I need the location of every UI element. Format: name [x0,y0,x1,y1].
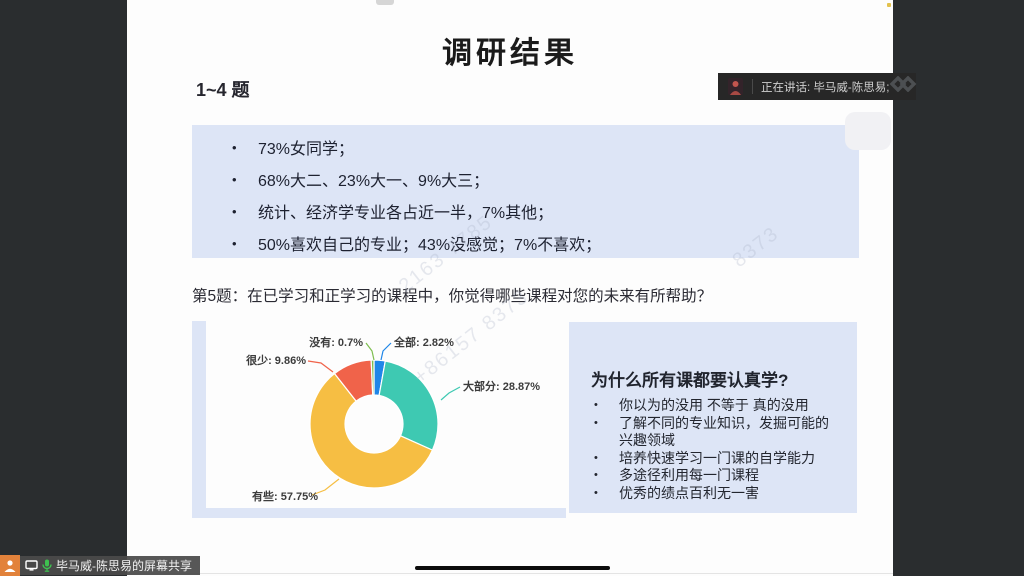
summary-bullet-item-label: 50%喜欢自己的专业；43%没感觉；7%不喜欢； [258,237,602,254]
summary-bullet-item-label: 统计、经济学专业各占近一半，7%其他； [258,205,554,222]
reasons-bullet-item-label: 了解不同的专业知识，发掘可能的兴趣领域 [619,414,829,449]
summary-bullet-item: • 68%大二、23%大一、9%大三； [232,163,859,195]
reasons-bullet-item: • 你以为的没用 不等于 真的没用 [591,397,857,415]
mic-icon [42,559,52,572]
donut-segment-大部分 [378,360,439,451]
donut-segment-有些 [309,372,434,489]
bullet-dot: • [232,203,237,219]
slide-bottom-divider [127,573,893,574]
reasons-bullet-item-label: 你以为的没用 不等于 真的没用 [619,397,809,413]
bullet-dot: • [594,416,598,429]
bullet-dot: • [594,399,598,411]
yellow-dot-indicator [887,3,891,7]
bullet-dot: • [232,235,237,251]
bullet-dot: • [594,451,598,464]
monitor-icon [25,560,38,571]
leader-line-很少 [307,360,334,373]
summary-box: • 73%女同学； • 68%大二、23%大一、9%大三； • 统计、经济学专业各占近一半… [192,125,859,258]
summary-bullet-item: • 73%女同学； [232,131,859,163]
page-title: 调研结果 [442,37,578,70]
donut-label-很少: 很少: 9.86% [245,353,306,367]
floating-control-panel[interactable] [845,112,891,150]
leader-line-有些 [311,478,340,496]
share-label-bar: 毕马威-陈思易的屏幕共享 [20,556,200,575]
reasons-bullet-item-label: 多途径利用每一门课程 [619,467,759,483]
reasons-bullet-item: • 多途径利用每一门课程 [591,467,857,485]
reasons-bullet-list: • 你以为的没用 不等于 真的没用 • 了解不同的专业知识，发掘可能的兴趣领域 • 培养快… [591,397,857,502]
reasons-title: 为什么所有课都要认真学? [591,371,789,390]
summary-bullet-item: • 50%喜欢自己的专业；43%没感觉；7%不喜欢； [232,227,859,259]
leader-line-全部 [380,342,392,361]
bullet-dot: • [232,171,237,187]
donut-label-没有: 没有: 0.7% [309,335,363,349]
reasons-bullet-item-label: 培养快速学习一门课的自学能力 [619,449,815,466]
donut-label-有些: 有些: 57.75% [252,489,318,503]
reasons-box: 为什么所有课都要认真学? • 你以为的没用 不等于 真的没用 • 了解不同的专业知识，… [569,322,857,513]
meeting-logo-icon [889,75,919,97]
presenter-icon [0,555,20,576]
banner-divider [752,79,753,94]
donut-segment-没有 [370,359,375,396]
bullet-dot: • [594,469,598,481]
bullet-dot: • [232,139,237,155]
reasons-bullet-item: • 了解不同的专业知识，发掘可能的兴趣领域 [591,415,857,450]
summary-bullet-list: • 73%女同学； • 68%大二、23%大一、9%大三； • 统计、经济学专业各占近一半… [192,125,859,259]
speaking-label: 正在讲话: 毕马威-陈思易; [761,81,890,94]
speaker-avatar [728,78,743,95]
question-text: 第5题：在已学习和正学习的课程中，你觉得哪些课程对您的未来有所帮助？ [192,288,713,305]
donut-chart-svg: 全部: 2.82% 大部分: 28.87% 有些: 57.75% 很少: 9.86%没… [245,335,540,503]
top-notch-handle[interactable] [376,0,394,5]
screen-share-badge: 毕马威-陈思易的屏幕共享 [0,555,200,576]
donut-label-全部: 全部: 2.82% [393,335,454,349]
section-label: 1~4 题 [196,80,250,100]
summary-bullet-item-label: 73%女同学； [258,141,355,158]
reasons-bullet-item-label: 优秀的绩点百利无一害 [619,484,759,501]
bullet-dot: • [594,486,598,499]
summary-bullet-item: • 统计、经济学专业各占近一半，7%其他； [232,195,859,227]
taskbar-handle [415,566,610,570]
leader-line-大部分 [440,386,461,401]
donut-label-大部分: 大部分: 28.87% [463,379,540,393]
speaking-banner: 正在讲话: 毕马威-陈思易; [718,73,919,100]
leader-line-没有 [365,342,375,361]
reasons-bullet-item: • 优秀的绩点百利无一害 [591,485,857,503]
share-badge-label: 毕马威-陈思易的屏幕共享 [56,559,192,573]
summary-bullet-item-label: 68%大二、23%大一、9%大三； [258,173,490,190]
reasons-bullet-item: • 培养快速学习一门课的自学能力 [591,450,857,468]
